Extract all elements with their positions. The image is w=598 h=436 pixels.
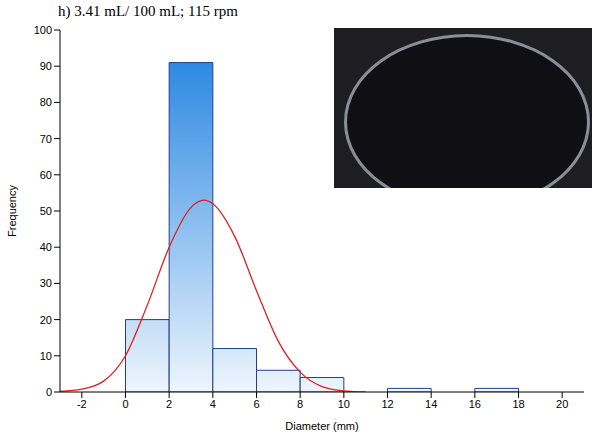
svg-text:70: 70 xyxy=(40,133,52,145)
svg-text:18: 18 xyxy=(512,398,524,410)
svg-text:60: 60 xyxy=(40,169,52,181)
svg-text:0: 0 xyxy=(122,398,128,410)
svg-text:Frequency: Frequency xyxy=(6,185,18,237)
svg-text:14: 14 xyxy=(425,398,437,410)
svg-text:90: 90 xyxy=(40,60,52,72)
svg-text:Diameter (mm): Diameter (mm) xyxy=(285,420,358,432)
svg-text:80: 80 xyxy=(40,96,52,108)
svg-text:10: 10 xyxy=(40,350,52,362)
svg-text:6: 6 xyxy=(253,398,259,410)
svg-text:0: 0 xyxy=(46,386,52,398)
svg-text:12: 12 xyxy=(381,398,393,410)
svg-text:16: 16 xyxy=(469,398,481,410)
svg-text:-2: -2 xyxy=(77,398,87,410)
svg-text:50: 50 xyxy=(40,205,52,217)
svg-text:30: 30 xyxy=(40,277,52,289)
html-text:h) 3.41 mL/ 100 mL; 115 rpm: h) 3.41 mL/ 100 mL; 115 rpm xyxy=(58,3,238,19)
svg-text:8: 8 xyxy=(297,398,303,410)
svg-text:2: 2 xyxy=(166,398,172,410)
svg-text:100: 100 xyxy=(34,24,52,36)
svg-text:40: 40 xyxy=(40,241,52,253)
svg-text:20: 20 xyxy=(556,398,568,410)
svg-text:20: 20 xyxy=(40,314,52,326)
svg-text:4: 4 xyxy=(210,398,216,410)
svg-text:10: 10 xyxy=(338,398,350,410)
